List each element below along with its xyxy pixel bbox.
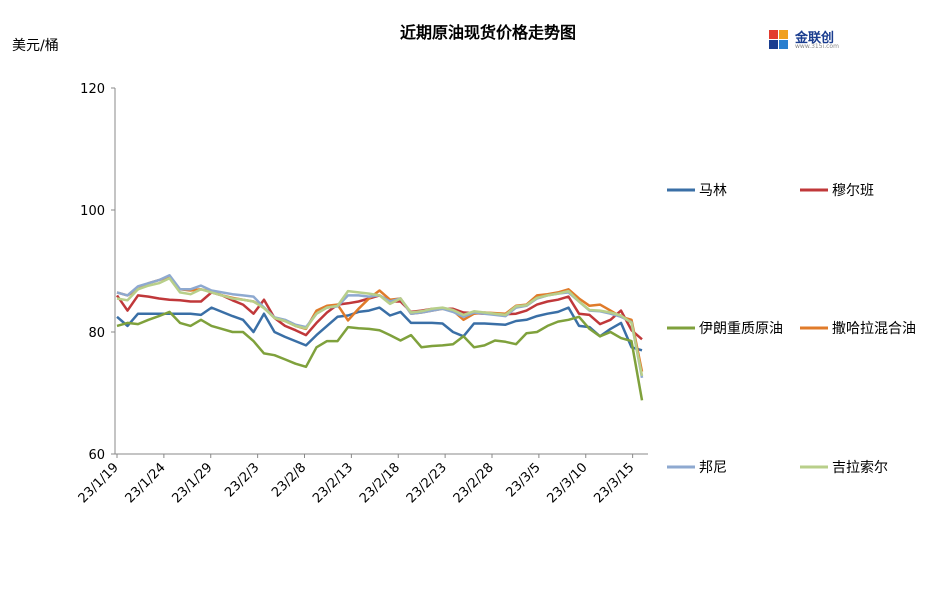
x-tick-label: 23/2/28 — [451, 460, 497, 506]
series-line-6 — [116, 277, 644, 377]
company-logo: 金联创 www.315i.com — [767, 24, 857, 54]
x-tick-label: 23/2/13 — [310, 460, 356, 506]
legend-label: 马林 — [699, 183, 727, 199]
series-line-3 — [116, 310, 644, 401]
x-tick-label: 23/2/23 — [404, 460, 450, 506]
y-tick-label: 80 — [88, 326, 105, 341]
x-tick-label: 23/3/15 — [591, 460, 637, 506]
legend-label: 伊朗重质原油 — [699, 321, 783, 337]
logo-name: 金联创 — [795, 31, 835, 46]
y-axis-label: 美元/桶 — [12, 38, 59, 54]
legend-label: 穆尔班 — [832, 183, 874, 199]
legend-label: 吉拉索尔 — [832, 459, 888, 476]
series-line-1 — [116, 306, 643, 352]
x-tick-label: 23/3/10 — [545, 460, 591, 506]
x-tick-label: 23/1/29 — [170, 460, 216, 506]
x-tick-label: 23/2/8 — [269, 460, 309, 500]
y-tick-label: 60 — [88, 448, 105, 463]
series-line-2 — [115, 291, 643, 341]
x-tick-label: 23/3/5 — [504, 460, 544, 500]
logo-url: www.315i.com — [795, 43, 839, 50]
legend-label: 撒哈拉混合油 — [832, 321, 916, 337]
x-tick-label: 23/2/3 — [222, 460, 262, 500]
y-tick-label: 120 — [80, 82, 105, 97]
legend-label: 邦尼 — [699, 460, 727, 476]
y-tick-label: 100 — [80, 204, 105, 219]
x-tick-label: 23/1/24 — [123, 460, 169, 506]
x-tick-label: 23/1/19 — [76, 460, 122, 506]
x-tick-label: 23/2/18 — [357, 460, 403, 506]
logo-mark-icon — [769, 30, 788, 49]
chart-title: 近期原油现货价格走势图 — [400, 23, 576, 42]
